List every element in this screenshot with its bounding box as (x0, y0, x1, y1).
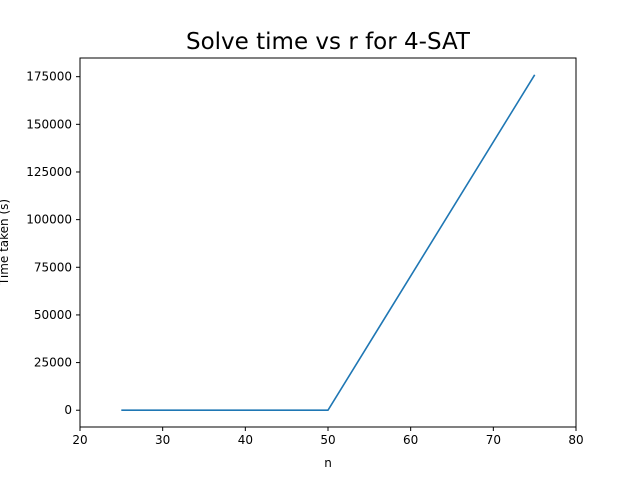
y-tick-label: 125000 (26, 165, 72, 179)
y-axis-label: Time taken (s) (0, 199, 11, 286)
x-tick-label: 40 (238, 433, 253, 447)
x-tick-label: 50 (320, 433, 335, 447)
x-axis: 20 30 40 50 60 70 80 (72, 427, 584, 447)
y-tick-label: 25000 (34, 356, 72, 370)
y-tick-label: 0 (64, 403, 72, 417)
y-tick-label: 175000 (26, 70, 72, 84)
x-axis-label: n (324, 456, 332, 470)
y-axis: 0 25000 50000 75000 100000 125000 150000 175000 (26, 70, 80, 417)
x-tick-label: 20 (72, 433, 87, 447)
plot-area-frame (79, 57, 577, 428)
y-tick-label: 75000 (34, 260, 72, 274)
y-tick-label: 50000 (34, 308, 72, 322)
x-tick-label: 30 (155, 433, 170, 447)
series-line-0 (121, 74, 536, 412)
x-tick-label: 60 (403, 433, 418, 447)
y-tick-label: 100000 (26, 213, 72, 227)
y-tick-label: 150000 (26, 117, 72, 131)
x-tick-label: 70 (486, 433, 501, 447)
x-tick-label: 80 (568, 433, 583, 447)
series-layer (121, 74, 536, 412)
chart-title: Solve time vs r for 4-SAT (186, 29, 471, 55)
